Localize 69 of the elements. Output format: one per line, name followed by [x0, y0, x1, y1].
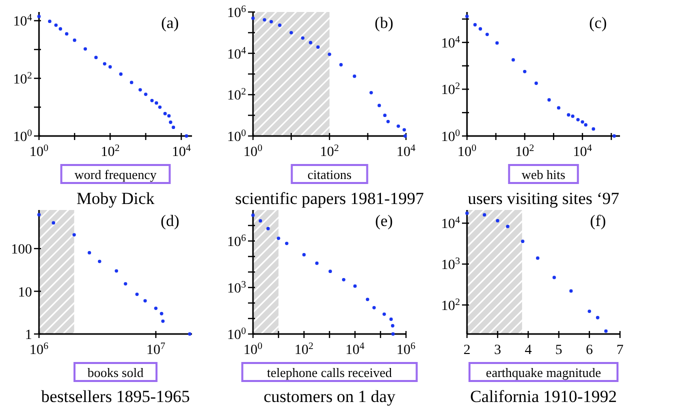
- x-tick-label: 10$^{2}$: [320, 142, 340, 160]
- x-tick-label: 10$^{2}$: [294, 340, 314, 358]
- x-tick-label: 10$^{4}$: [346, 340, 365, 358]
- text: scientific papers 1981-1997: [235, 189, 424, 208]
- x-tick-label: 5: [555, 343, 562, 358]
- x-tick-label: 10$^{2}$: [100, 142, 120, 160]
- y-tick-label: 10: [18, 285, 32, 300]
- y-tick-label: 10$^{2}$: [227, 86, 246, 104]
- y-tick-label: 10$^{4}$: [441, 34, 460, 52]
- y-tick-label: 10$^{2}$: [441, 80, 460, 98]
- x-tick-label: 10$^{0}$: [458, 142, 477, 160]
- text: California 1910-1992: [470, 387, 617, 406]
- annotation: (f): [590, 213, 606, 230]
- y-tick-label: 10$^{2}$: [13, 70, 32, 88]
- text: customers on 1 day: [264, 387, 396, 406]
- y-tick-label: 10$^{3}$: [441, 256, 460, 274]
- x-tick-label: 10$^{4}$: [396, 142, 416, 160]
- annotation: (e): [375, 213, 393, 230]
- x-axis-title: word frequency: [74, 167, 157, 182]
- point: [482, 213, 486, 217]
- point: [552, 276, 556, 280]
- x-tick-label: 10$^{0}$: [244, 340, 263, 358]
- annotation: (b): [374, 15, 394, 32]
- y-tick-label: 10$^{2}$: [441, 296, 460, 314]
- x-tick-label: 10$^{2}$: [515, 142, 534, 160]
- y-tick-label: 10$^{0}$: [227, 128, 246, 145]
- x-tick-label: 10$^{0}$: [244, 142, 263, 160]
- point: [596, 316, 600, 320]
- x-tick-label: 4: [524, 343, 532, 358]
- y-tick-label: 10$^{4}$: [13, 12, 32, 30]
- x-tick-label: 10$^{0}$: [30, 142, 49, 160]
- x-axis-title: citations: [307, 167, 352, 182]
- x-tick-label: 7: [616, 343, 624, 358]
- x-tick-label: 10$^{6}$: [396, 340, 416, 358]
- y-tick-label: 10$^{6}$: [227, 4, 246, 21]
- x-tick-label: 6: [586, 343, 593, 358]
- point: [604, 329, 608, 333]
- y-tick-label: 10$^{3}$: [227, 279, 246, 296]
- x-tick-label: 10$^{6}$: [30, 340, 49, 358]
- y-tick-label: 10$^{4}$: [441, 214, 460, 232]
- point: [536, 256, 540, 260]
- y-tick-label: 1: [25, 328, 32, 343]
- point: [465, 212, 469, 215]
- y-tick-label: 10$^{6}$: [227, 232, 246, 250]
- x-axis-title: web hits: [522, 167, 566, 182]
- point: [569, 289, 573, 293]
- point: [506, 224, 510, 228]
- point: [520, 240, 524, 244]
- annotation: (c): [589, 15, 607, 32]
- point: [496, 218, 500, 222]
- annotation: (a): [161, 15, 179, 32]
- x-tick-label: 10$^{4}$: [572, 142, 592, 160]
- x-axis-title: earthquake magnitude: [486, 365, 602, 380]
- text: bestsellers 1895-1965: [41, 387, 190, 406]
- y-tick-label: 100: [11, 242, 32, 258]
- x-tick-label: 10$^{4}$: [172, 142, 191, 160]
- y-tick-label: 10$^{4}$: [227, 44, 246, 62]
- x-tick-label: 3: [494, 343, 502, 358]
- annotation: (d): [160, 213, 180, 230]
- y-tick-label: 10$^{0}$: [227, 326, 246, 343]
- text: users visiting sites ‘97: [468, 189, 620, 208]
- y-tick-label: 10$^{0}$: [13, 128, 32, 145]
- x-tick-label: 2: [464, 343, 470, 358]
- x-tick-label: 10$^{7}$: [146, 340, 166, 358]
- point: [588, 310, 592, 313]
- text: Moby Dick: [76, 189, 155, 208]
- y-tick-label: 10$^{0}$: [441, 128, 460, 145]
- x-axis-title: books sold: [88, 365, 144, 380]
- x-axis-title: telephone calls received: [267, 365, 392, 380]
